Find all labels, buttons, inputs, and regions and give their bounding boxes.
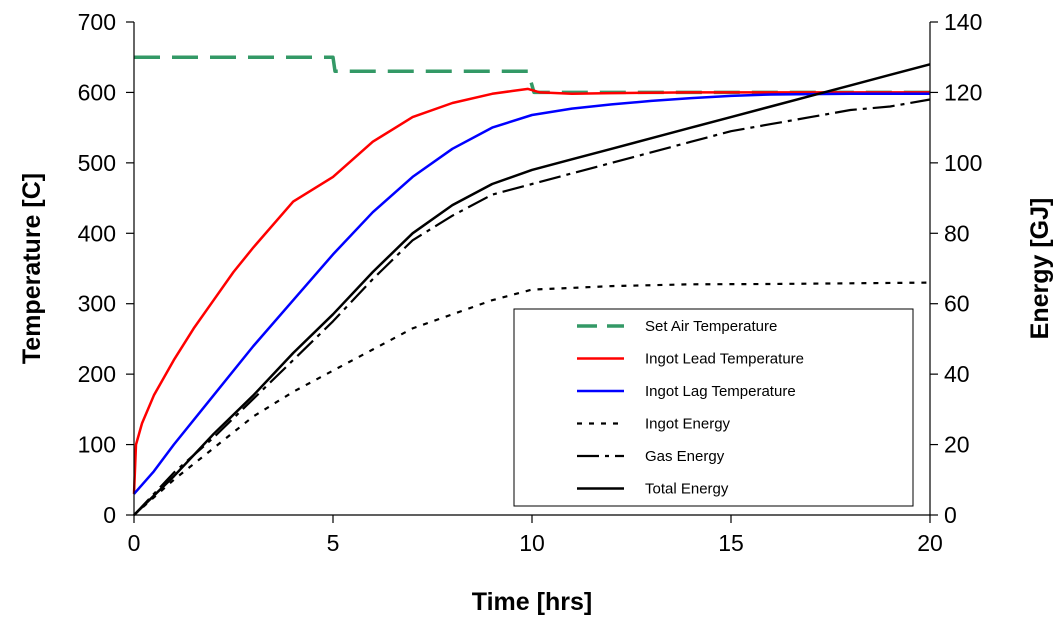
legend-label-1: Ingot Lead Temperature: [645, 351, 804, 368]
y-tick-label-right: 80: [944, 220, 970, 246]
legend-label-0: Set Air Temperature: [645, 318, 777, 335]
legend-label-5: Total Energy: [645, 481, 729, 498]
y-tick-label-left: 200: [78, 361, 116, 387]
series-layer: [132, 55, 931, 516]
series-line-1: [132, 87, 930, 494]
series-line-3: [133, 281, 931, 516]
legend-label-4: Gas Energy: [645, 448, 725, 465]
y-tick-label-left: 400: [78, 220, 116, 246]
y-tick-label-left: 100: [78, 432, 116, 458]
y-axis-title-right: Energy [GJ]: [1026, 198, 1054, 340]
x-axis-title: Time [hrs]: [472, 588, 592, 616]
y-tick-label-right: 120: [944, 79, 982, 105]
y-tick-label-right: 0: [944, 502, 957, 528]
y-tick-label-right: 100: [944, 150, 982, 176]
y-tick-label-left: 500: [78, 150, 116, 176]
series-line-5: [133, 63, 931, 516]
legend-label-3: Ingot Energy: [645, 416, 731, 433]
y-tick-label-left: 300: [78, 291, 116, 317]
y-axis-title-left: Temperature [C]: [18, 173, 46, 364]
x-tick-label: 10: [519, 530, 545, 556]
series-line-2: [133, 92, 930, 495]
legend-label-2: Ingot Lag Temperature: [645, 383, 796, 400]
series-line-4: [133, 98, 931, 516]
x-tick-label: 5: [327, 530, 340, 556]
y-tick-label-right: 60: [944, 291, 970, 317]
y-tick-label-right: 20: [944, 432, 970, 458]
y-tick-label-left: 0: [103, 502, 116, 528]
y-tick-label-right: 140: [944, 9, 982, 35]
legend: Set Air Temperature Ingot Lead Temperatur…: [513, 308, 914, 507]
y-tick-label-left: 600: [78, 79, 116, 105]
y-tick-label-left: 700: [78, 9, 116, 35]
x-tick-label: 15: [718, 530, 744, 556]
axes-layer: 0 5 10 15 2001002003004005006007000204060801…: [18, 9, 1054, 616]
x-tick-label: 0: [128, 530, 141, 556]
y-tick-label-right: 40: [944, 361, 970, 387]
x-tick-label: 20: [917, 530, 943, 556]
legend-box: [513, 308, 914, 507]
